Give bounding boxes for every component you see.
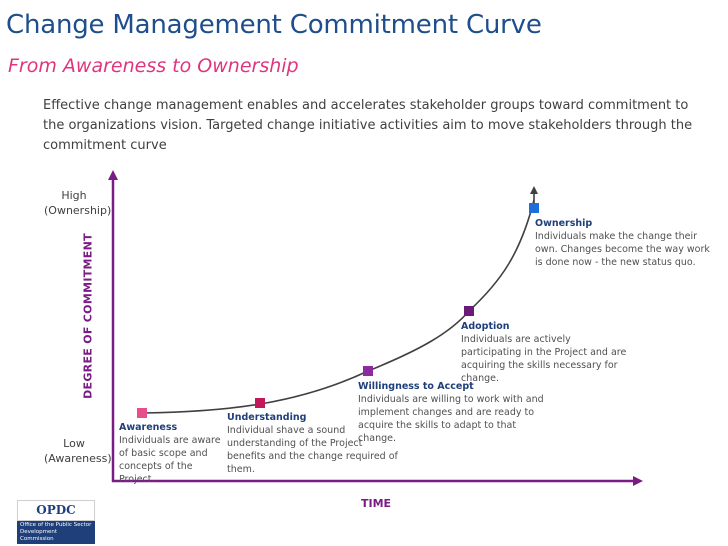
stage-name: Ownership [535,218,593,229]
page-title: Change Management Commitment Curve [6,10,542,40]
logo-line2: Development Commission [20,529,58,542]
x-axis-title: TIME [361,497,392,510]
y-low-sub: (Awareness) [44,452,112,465]
page-subtitle: From Awareness to Ownership [8,55,299,77]
y-high-sub: (Ownership) [44,204,112,217]
logo-line1: Office of the Public Sector [20,522,92,528]
stage-name: Awareness [119,422,178,433]
stage-name: Understanding [227,412,307,423]
stage-marker-ownership [529,203,539,213]
stage-desc: Individuals are aware of basic scope and… [119,435,221,485]
opdc-logo: OPDC Office of the Public Sector Develop… [17,500,95,544]
y-axis-title: DEGREE OF COMMITMENT [81,233,95,399]
y-axis-low-label: Low (Awareness) [44,436,112,466]
stage-desc: Individuals are willing to work with and… [358,394,544,444]
logo-name: OPDC [17,500,95,521]
stage-marker-adoption [464,306,474,316]
stage-desc: Individuals make the change their own. C… [535,231,710,268]
stage-understanding: Understanding Individual shave a sound u… [227,411,402,476]
y-axis-high-label: High (Ownership) [44,188,112,218]
stage-marker-willingness [363,366,373,376]
stage-ownership: Ownership Individuals make the change th… [535,217,715,269]
stage-adoption: Adoption Individuals are actively partic… [461,320,631,385]
stage-name: Adoption [461,321,510,332]
stage-desc: Individuals are actively participating i… [461,334,627,384]
y-high: High [61,189,87,202]
stage-marker-understanding [255,398,265,408]
stage-willingness: Willingness to Accept Individuals are wi… [358,380,553,445]
y-low: Low [63,437,85,450]
stage-name: Willingness to Accept [358,381,474,392]
stage-desc: Individual shave a sound understanding o… [227,425,398,475]
intro-text: Effective change management enables and … [43,98,693,153]
stage-marker-awareness [137,408,147,418]
logo-caption: Office of the Public Sector Development … [17,521,95,544]
commitment-curve [141,199,535,414]
stage-awareness: Awareness Individuals are aware of basic… [119,421,227,486]
